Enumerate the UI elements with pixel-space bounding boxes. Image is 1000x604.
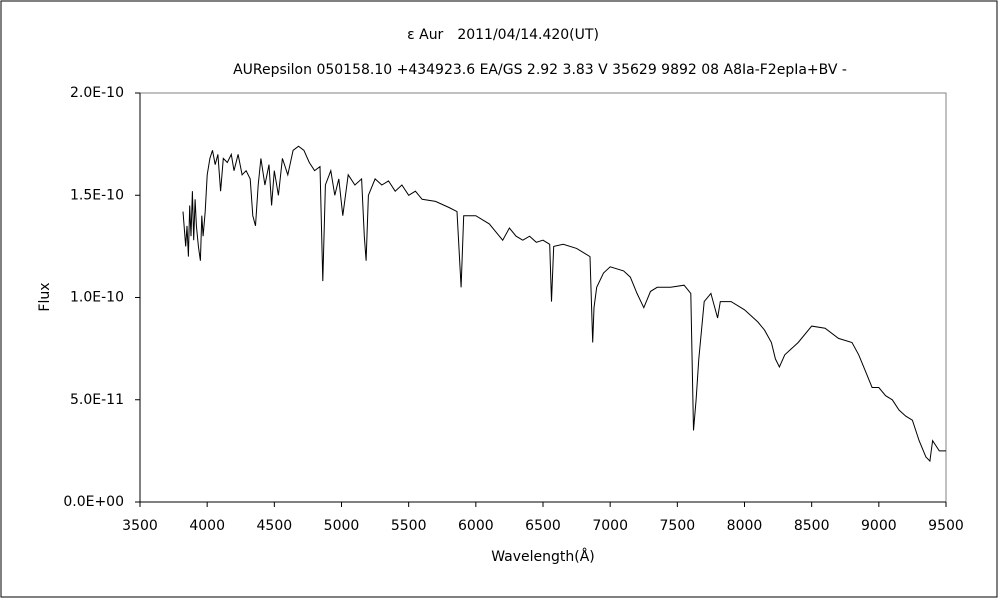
spectrum-line	[182, 145, 946, 463]
y-tick-label: 1.5E-10	[70, 187, 124, 203]
x-tick-label: 6000	[458, 518, 494, 534]
x-tick-label: 7500	[660, 518, 696, 534]
chart-subtitle: AURepsilon 050158.10 +434923.6 EA/GS 2.9…	[233, 62, 847, 78]
x-tick-label: 4000	[189, 518, 225, 534]
chart-title: ε Aur 2011/04/14.420(UT)	[407, 27, 599, 43]
x-tick-label: 4500	[257, 518, 293, 534]
x-tick-label: 5000	[324, 518, 360, 534]
x-tick-label: 9000	[861, 518, 897, 534]
x-tick-label: 3500	[122, 518, 158, 534]
y-tick-label: 2.0E-10	[70, 85, 124, 101]
x-tick-label: 7000	[592, 518, 628, 534]
y-tick-label: 5.0E-11	[70, 392, 124, 408]
x-tick-label: 8500	[794, 518, 830, 534]
y-axis-label: Flux	[37, 282, 53, 311]
x-tick-label: 6500	[525, 518, 561, 534]
y-tick-label: 0.0E+00	[63, 494, 124, 510]
x-tick-label: 5500	[391, 518, 427, 534]
x-tick-label: 9500	[928, 518, 964, 534]
x-axis-label: Wavelength(Å)	[491, 548, 595, 565]
y-tick-label: 1.0E-10	[70, 290, 124, 306]
x-tick-label: 8000	[727, 518, 763, 534]
